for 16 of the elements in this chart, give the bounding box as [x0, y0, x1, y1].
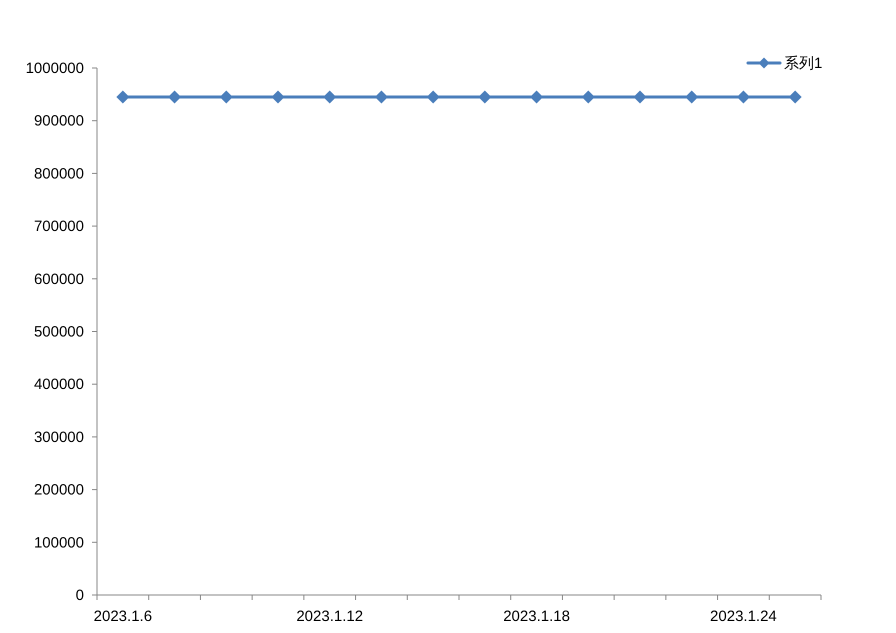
y-tick-label: 100000 — [34, 534, 84, 552]
x-tick-label: 2023.1.18 — [503, 608, 570, 625]
y-tick-label: 200000 — [34, 482, 84, 499]
y-tick-label: 600000 — [34, 270, 84, 288]
y-tick-label: 500000 — [34, 324, 84, 340]
y-tick-label: 700000 — [34, 218, 84, 236]
x-tick-label: 2023.1.24 — [710, 608, 777, 625]
y-tick-label: 800000 — [34, 165, 84, 182]
legend-label: 系列1 — [784, 55, 822, 72]
y-tick-label: 300000 — [34, 428, 84, 446]
y-tick-label: 900000 — [34, 112, 84, 130]
y-tick-label: 1000000 — [26, 60, 84, 77]
x-tick-label: 2023.1.12 — [296, 608, 364, 625]
x-tick-label: 2023.1.6 — [94, 608, 152, 625]
y-tick-label: 0 — [76, 587, 84, 604]
y-tick-label: 400000 — [34, 376, 84, 394]
